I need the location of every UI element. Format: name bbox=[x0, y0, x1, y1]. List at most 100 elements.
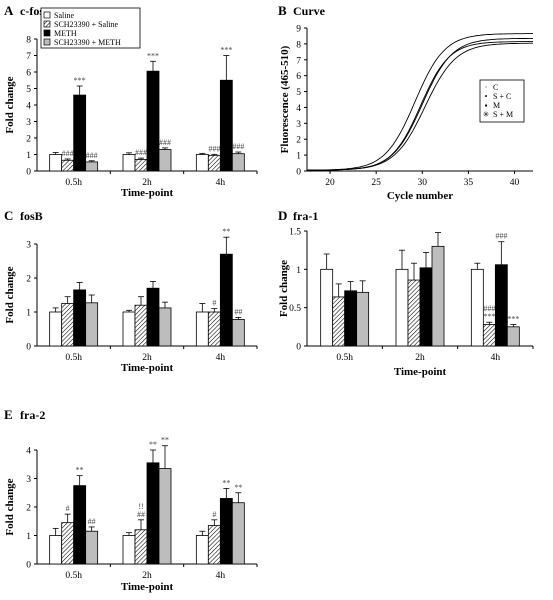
y-axis-label: Fold change bbox=[4, 266, 16, 323]
x-tick-label: 40 bbox=[510, 178, 520, 188]
bar bbox=[470, 268, 484, 347]
panel-title: fra-1 bbox=[293, 209, 318, 223]
legend-label: Saline bbox=[54, 11, 74, 20]
bar bbox=[219, 79, 233, 172]
significance-mark: *** bbox=[74, 76, 86, 85]
legend-label: SCH23390 + METH bbox=[54, 38, 121, 47]
legend-marker: ✳ bbox=[483, 110, 490, 119]
x-axis-label: Time-point bbox=[121, 581, 174, 593]
bar bbox=[146, 70, 160, 172]
x-tick-label: 35 bbox=[464, 178, 474, 188]
panel-letter: B bbox=[278, 3, 287, 18]
bar bbox=[49, 154, 63, 172]
significance-mark: *** bbox=[483, 312, 495, 321]
bar bbox=[207, 525, 221, 565]
bar bbox=[231, 319, 245, 347]
bar bbox=[431, 245, 445, 347]
y-tick-label: 7 bbox=[26, 52, 31, 62]
bar bbox=[395, 268, 409, 347]
significance-mark: ## bbox=[88, 517, 96, 526]
y-tick-label: 0 bbox=[26, 168, 31, 178]
bar bbox=[73, 485, 87, 565]
y-tick-label: 0 bbox=[296, 343, 301, 353]
bar bbox=[482, 324, 496, 347]
legend-swatch bbox=[43, 29, 51, 37]
x-tick-label: 30 bbox=[418, 178, 428, 188]
x-tick-label: 2h bbox=[142, 353, 152, 363]
amplification-curve bbox=[307, 42, 533, 171]
x-axis-label: Time-point bbox=[394, 366, 447, 378]
bar bbox=[61, 522, 75, 565]
bar bbox=[134, 159, 148, 172]
y-tick-label: 0 bbox=[296, 168, 301, 178]
bar bbox=[332, 296, 346, 347]
y-tick-label: 4 bbox=[26, 102, 31, 112]
bar bbox=[61, 159, 75, 172]
x-tick-label: 2h bbox=[415, 353, 425, 363]
significance-mark: *** bbox=[147, 51, 159, 60]
significance-mark: ### bbox=[62, 149, 74, 158]
legend-marker: ▪ bbox=[485, 101, 488, 110]
y-axis-label: Fold change bbox=[4, 478, 16, 535]
significance-mark: ** bbox=[76, 466, 84, 475]
significance-mark: ## bbox=[234, 307, 242, 316]
legend-marker: · bbox=[485, 83, 488, 92]
legend-box bbox=[40, 7, 141, 49]
bar bbox=[231, 153, 245, 172]
legend-marker: • bbox=[485, 92, 488, 101]
bar bbox=[158, 468, 172, 565]
panel-letter: E bbox=[4, 407, 13, 422]
bar bbox=[85, 530, 99, 565]
panel-letter: C bbox=[4, 208, 13, 223]
bar bbox=[219, 253, 233, 347]
x-tick-label: 0.5h bbox=[65, 353, 82, 363]
x-tick-label: 0.5h bbox=[65, 571, 82, 581]
bar bbox=[122, 535, 136, 565]
x-tick-label: 4h bbox=[216, 353, 226, 363]
x-tick-label: 4h bbox=[491, 353, 501, 363]
y-tick-label: 5 bbox=[26, 85, 31, 95]
significance-mark: ### bbox=[483, 304, 495, 313]
x-axis-label: Time-point bbox=[121, 187, 174, 199]
y-tick-label: 0.5 bbox=[289, 304, 301, 314]
y-tick-label: 4 bbox=[296, 104, 301, 114]
bar bbox=[73, 94, 87, 172]
y-tick-label: 0 bbox=[26, 343, 31, 353]
bar bbox=[73, 289, 87, 347]
bar bbox=[134, 304, 148, 347]
legend-swatch bbox=[43, 38, 51, 46]
y-tick-label: 1 bbox=[26, 532, 31, 542]
y-tick-label: 0 bbox=[26, 561, 31, 571]
y-tick-label: 4 bbox=[26, 447, 31, 457]
x-tick-label: 0.5h bbox=[336, 353, 353, 363]
y-tick-label: 2 bbox=[26, 504, 31, 514]
bar bbox=[49, 535, 63, 565]
legend-label: C bbox=[493, 83, 498, 92]
significance-mark: # bbox=[212, 299, 216, 308]
legend-label: METH bbox=[54, 29, 77, 38]
y-tick-label: 3 bbox=[26, 241, 31, 251]
bar bbox=[356, 291, 370, 347]
y-tick-label: 6 bbox=[296, 72, 301, 82]
bar bbox=[158, 307, 172, 347]
bar bbox=[122, 154, 136, 172]
significance-mark: ** bbox=[222, 478, 230, 487]
significance-mark: ### bbox=[208, 144, 220, 153]
y-tick-label: 1 bbox=[26, 309, 31, 319]
panel-letter: D bbox=[278, 208, 287, 223]
bar bbox=[207, 154, 221, 172]
y-tick-label: 9 bbox=[296, 25, 301, 35]
legend-swatch bbox=[43, 11, 51, 19]
y-tick-label: 3 bbox=[26, 118, 31, 128]
significance-mark: *** bbox=[507, 315, 519, 324]
panel-title: fra-2 bbox=[20, 408, 45, 422]
y-axis-label: Fold change bbox=[4, 76, 16, 133]
significance-mark: # bbox=[66, 504, 70, 513]
bar bbox=[85, 302, 99, 347]
significance-mark: ** bbox=[222, 227, 230, 236]
bar bbox=[344, 290, 358, 347]
x-tick-label: 2h bbox=[142, 571, 152, 581]
y-tick-label: 2 bbox=[26, 135, 31, 145]
bar bbox=[506, 326, 520, 347]
